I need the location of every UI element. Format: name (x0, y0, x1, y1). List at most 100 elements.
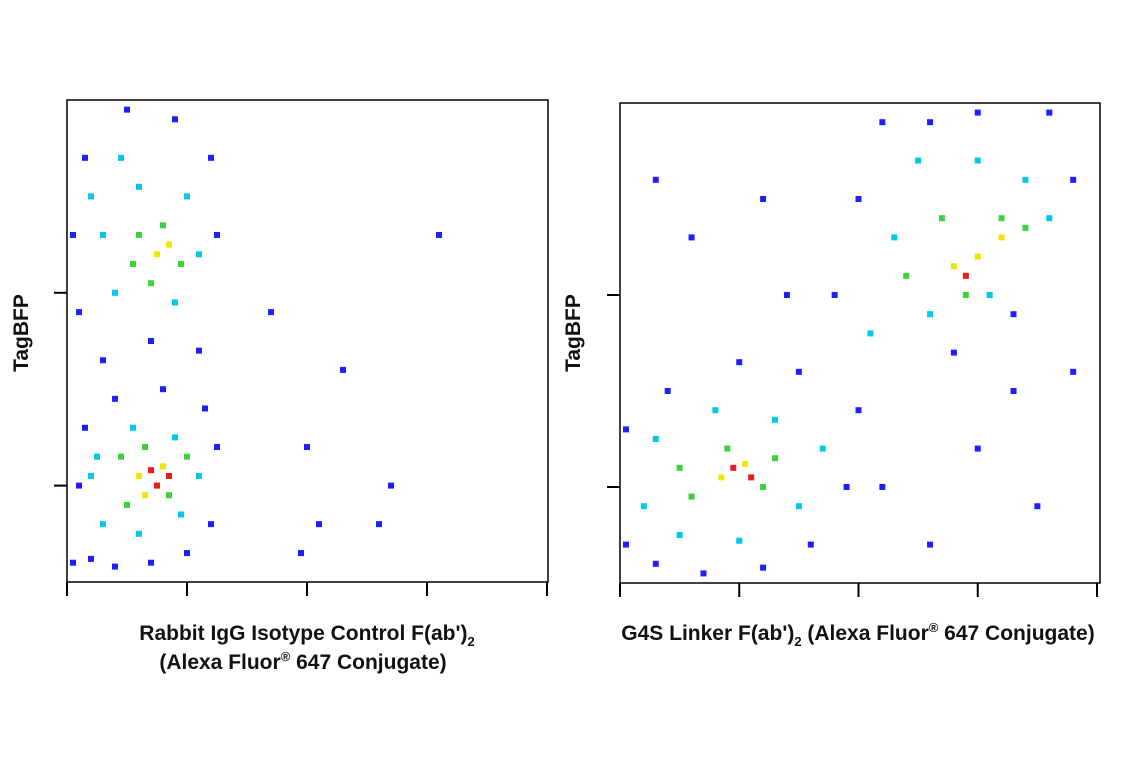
point (178, 260, 184, 267)
point (202, 405, 208, 412)
point (208, 154, 214, 161)
label-part: Rabbit IgG Isotype Control F(ab') (139, 622, 467, 645)
point (879, 119, 886, 126)
point (795, 503, 802, 510)
point (927, 119, 934, 126)
point (736, 537, 743, 544)
point (268, 309, 274, 316)
point (652, 176, 659, 183)
point (903, 272, 910, 279)
point (316, 521, 322, 528)
point (148, 338, 154, 344)
point (184, 193, 190, 200)
point (772, 455, 779, 462)
point (160, 386, 166, 393)
point (70, 559, 76, 566)
label-subscript: 2 (467, 634, 474, 649)
point (843, 484, 850, 490)
point (388, 482, 394, 489)
point (100, 231, 106, 238)
point (70, 231, 76, 238)
point (915, 157, 922, 164)
point (962, 272, 969, 279)
plot-frame (619, 102, 1101, 584)
label-subscript: 2 (794, 634, 801, 649)
point (196, 472, 202, 479)
point (172, 299, 178, 306)
label-superscript: ® (281, 649, 291, 664)
point (142, 444, 148, 451)
point (136, 231, 142, 238)
label-part: G4S Linker F(ab') (621, 622, 794, 645)
label-part: (Alexa Fluor (802, 622, 929, 645)
point (154, 251, 160, 258)
point (742, 460, 749, 467)
point (1046, 215, 1053, 222)
point (1046, 109, 1053, 116)
point (154, 482, 160, 489)
point (974, 253, 981, 260)
point (1070, 368, 1077, 375)
point (736, 359, 743, 366)
plot-frame (66, 99, 549, 583)
point (88, 193, 94, 200)
point (1022, 224, 1029, 231)
label-part: 647 Conjugate) (290, 651, 446, 674)
point (855, 407, 862, 414)
point (927, 541, 934, 548)
point (712, 407, 719, 414)
y-axis-label: TagBFP (562, 294, 585, 372)
point (867, 330, 874, 337)
point (652, 436, 659, 442)
point (1022, 176, 1029, 183)
point (136, 472, 142, 479)
point (130, 260, 136, 267)
point (436, 231, 442, 238)
label-part: 647 Conjugate) (938, 622, 1094, 645)
point (124, 501, 130, 508)
point (950, 263, 957, 270)
label-superscript: ® (929, 620, 939, 635)
point (136, 183, 142, 190)
label-part: (Alexa Fluor (159, 651, 280, 674)
point (724, 445, 731, 452)
point (214, 231, 220, 238)
point (88, 472, 94, 479)
point (1010, 311, 1017, 318)
point (112, 395, 118, 402)
point (214, 444, 220, 451)
point (962, 292, 969, 298)
point (172, 116, 178, 123)
point (998, 215, 1005, 222)
point (676, 464, 683, 471)
point (760, 564, 767, 571)
point (196, 251, 202, 258)
point (795, 368, 802, 375)
point (118, 453, 124, 460)
point (112, 289, 118, 296)
point (730, 464, 737, 471)
point (974, 109, 981, 116)
point (622, 541, 629, 548)
point (148, 280, 154, 287)
point (112, 563, 118, 570)
point (166, 241, 172, 248)
point (819, 445, 826, 452)
point (82, 424, 88, 431)
point (160, 222, 166, 229)
point (172, 434, 178, 441)
point (772, 416, 779, 423)
point (652, 560, 659, 567)
point (760, 484, 767, 490)
point (998, 234, 1005, 241)
point (148, 559, 154, 566)
point (718, 474, 725, 481)
point (879, 484, 886, 490)
point (160, 463, 166, 470)
point (831, 292, 838, 298)
point (1070, 176, 1077, 183)
point (938, 215, 945, 222)
point (94, 453, 100, 460)
point (748, 474, 755, 481)
